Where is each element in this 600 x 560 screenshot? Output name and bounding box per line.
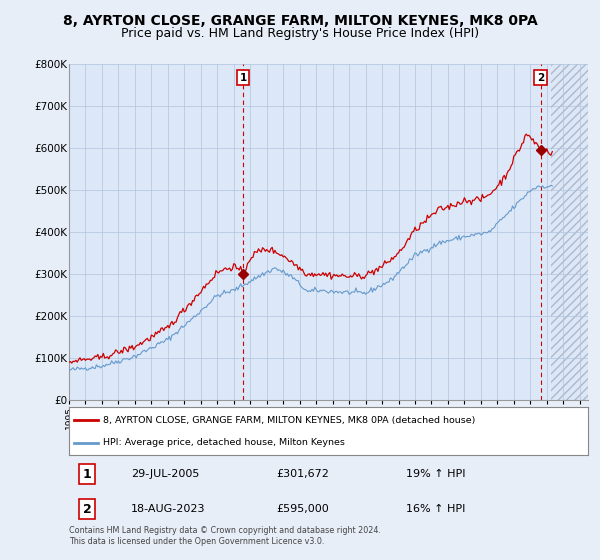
Text: 29-JUL-2005: 29-JUL-2005 <box>131 469 200 479</box>
Text: HPI: Average price, detached house, Milton Keynes: HPI: Average price, detached house, Milt… <box>103 438 344 447</box>
Text: 1: 1 <box>239 73 247 83</box>
Text: 18-AUG-2023: 18-AUG-2023 <box>131 504 206 514</box>
Text: Contains HM Land Registry data © Crown copyright and database right 2024.
This d: Contains HM Land Registry data © Crown c… <box>69 526 381 546</box>
Text: £301,672: £301,672 <box>277 469 329 479</box>
Text: £595,000: £595,000 <box>277 504 329 514</box>
Text: 8, AYRTON CLOSE, GRANGE FARM, MILTON KEYNES, MK8 0PA: 8, AYRTON CLOSE, GRANGE FARM, MILTON KEY… <box>62 14 538 28</box>
Text: 19% ↑ HPI: 19% ↑ HPI <box>406 469 466 479</box>
Text: Price paid vs. HM Land Registry's House Price Index (HPI): Price paid vs. HM Land Registry's House … <box>121 27 479 40</box>
Text: 2: 2 <box>537 73 544 83</box>
Text: 16% ↑ HPI: 16% ↑ HPI <box>406 504 466 514</box>
Text: 8, AYRTON CLOSE, GRANGE FARM, MILTON KEYNES, MK8 0PA (detached house): 8, AYRTON CLOSE, GRANGE FARM, MILTON KEY… <box>103 416 475 425</box>
Text: 1: 1 <box>83 468 92 480</box>
Text: 2: 2 <box>83 502 92 516</box>
